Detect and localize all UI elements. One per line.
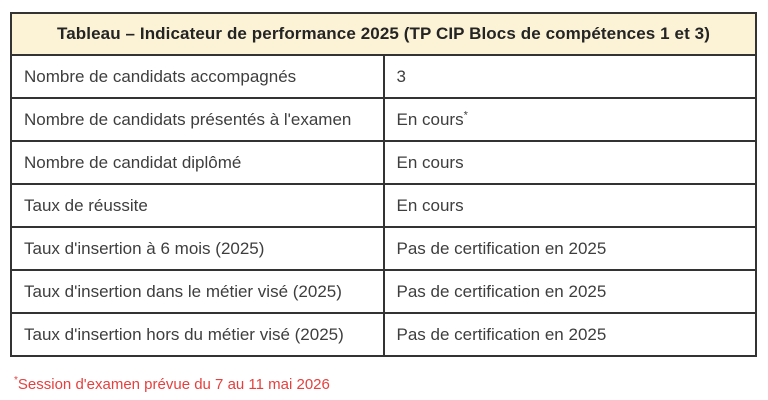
table-row: Nombre de candidats accompagnés 3 [10,54,757,99]
asterisk-marker: * [463,108,468,121]
row-value: Pas de certification en 2025 [382,269,757,314]
table-header-row: Tableau – Indicateur de performance 2025… [10,12,757,56]
row-label: Nombre de candidats accompagnés [10,54,385,99]
table-row: Nombre de candidat diplômé En cours [10,140,757,185]
row-value: Pas de certification en 2025 [382,312,757,357]
row-value-text: En cours [396,152,464,172]
table-row: Nombre de candidats présentés à l'examen… [10,97,757,142]
row-value: Pas de certification en 2025 [382,226,757,271]
row-label: Taux d'insertion hors du métier visé (20… [10,312,385,357]
row-value: En cours [382,140,757,185]
row-label: Nombre de candidat diplômé [10,140,385,185]
row-value: En cours* [382,97,757,142]
table-row: Taux d'insertion dans le métier visé (20… [10,269,757,314]
row-label: Nombre de candidats présentés à l'examen [10,97,385,142]
table-row: Taux de réussite En cours [10,183,757,228]
footnote-text: Session d'examen prévue du 7 au 11 mai 2… [17,376,330,393]
row-value-text: 3 [396,66,406,86]
row-value: 3 [382,54,757,99]
performance-table-container: Tableau – Indicateur de performance 2025… [10,12,757,357]
row-label: Taux de réussite [10,183,385,228]
row-label: Taux d'insertion dans le métier visé (20… [10,269,385,314]
row-value-text: Pas de certification en 2025 [396,238,607,258]
row-label: Taux d'insertion à 6 mois (2025) [10,226,385,271]
row-value-text: Pas de certification en 2025 [396,324,607,344]
row-value-text: En cours [396,109,464,129]
row-value-text: En cours [396,195,464,215]
row-value-text: Pas de certification en 2025 [396,281,607,301]
footnote: *Session d'examen prévue du 7 au 11 mai … [14,375,330,395]
table-title: Tableau – Indicateur de performance 2025… [10,12,757,56]
footnote-asterisk-marker: * [14,375,18,386]
performance-table: Tableau – Indicateur de performance 2025… [10,12,757,357]
table-row: Taux d'insertion hors du métier visé (20… [10,312,757,357]
table-row: Taux d'insertion à 6 mois (2025) Pas de … [10,226,757,271]
row-value: En cours [382,183,757,228]
